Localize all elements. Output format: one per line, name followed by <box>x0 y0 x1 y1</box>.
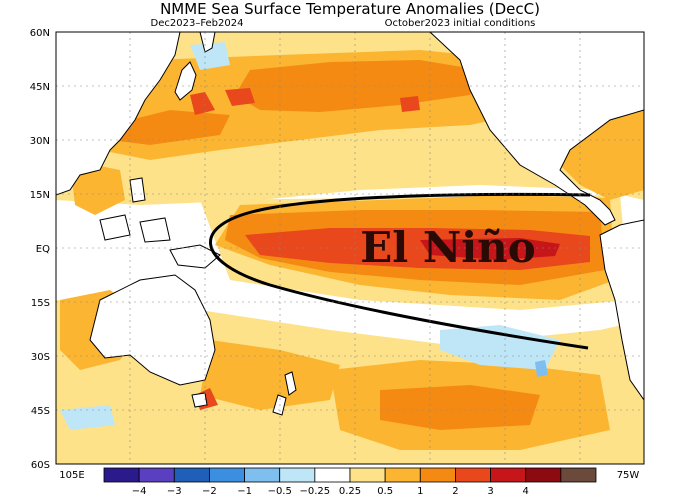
colorbar-swatch <box>560 467 597 483</box>
colorbar-swatch <box>490 467 527 483</box>
colorbar-tick-label: 3 <box>487 486 493 497</box>
forecast-period: Dec2023–Feb2024 <box>151 18 244 29</box>
colorbar-swatch <box>455 467 491 483</box>
lat-label: 60S <box>31 460 50 471</box>
colorbar-tick-label: −0.25 <box>300 486 331 497</box>
colorbar-tick-label: −1 <box>237 486 252 497</box>
colorbar-tick-label: 0.5 <box>377 486 393 497</box>
lat-label: 30S <box>31 352 50 363</box>
colorbar-swatch <box>419 467 456 483</box>
lon-label-east: 75W <box>617 470 640 481</box>
colorbar-swatch <box>314 467 351 483</box>
map-plot-area <box>56 32 644 464</box>
el-nino-outline <box>209 192 591 350</box>
colorbar-swatch <box>349 467 386 483</box>
colorbar-swatch <box>173 467 210 483</box>
colorbar-swatch <box>138 467 175 483</box>
latitude-labels: 60N 45N 30N 15N EQ 15S 30S 45S 60S <box>30 28 50 471</box>
colorbar-swatch <box>384 467 421 483</box>
lat-label: 45S <box>31 406 50 417</box>
colorbar-tick-label: 4 <box>523 486 529 497</box>
lat-label: 30N <box>30 136 50 147</box>
lat-label: 15S <box>31 298 50 309</box>
map-title: NMME Sea Surface Temperature Anomalies (… <box>160 0 540 18</box>
colorbar-swatch <box>279 467 316 483</box>
colorbar-tick-label: 0.25 <box>339 486 361 497</box>
colorbar-tick-label: −4 <box>132 486 147 497</box>
landmasses <box>56 32 644 416</box>
colorbar-swatch <box>244 467 281 483</box>
colorbar-swatch <box>103 467 140 483</box>
lat-label: EQ <box>36 244 50 255</box>
colorbar: −4 −3 −2 −1 −0.5 −0.25 0.25 0.5 1 2 3 4 <box>103 467 597 497</box>
anomaly-shading-negative <box>60 42 560 430</box>
colorbar-tick-label: −0.5 <box>268 486 292 497</box>
gridlines <box>56 32 644 464</box>
colorbar-tick-label: −3 <box>167 486 182 497</box>
colorbar-tick-label: −2 <box>202 486 217 497</box>
colorbar-tick-label: 1 <box>417 486 423 497</box>
colorbar-swatch <box>525 467 562 483</box>
lon-label-west: 105E <box>59 470 84 481</box>
lat-label: 45N <box>30 82 50 93</box>
el-nino-label: El Niño <box>360 223 536 272</box>
lat-label: 15N <box>30 190 50 201</box>
lat-label: 60N <box>30 28 50 39</box>
initial-conditions-label: October2023 initial conditions <box>385 18 536 29</box>
colorbar-tick-label: 2 <box>452 486 458 497</box>
map-frame <box>55 31 645 465</box>
colorbar-swatch <box>209 467 245 483</box>
